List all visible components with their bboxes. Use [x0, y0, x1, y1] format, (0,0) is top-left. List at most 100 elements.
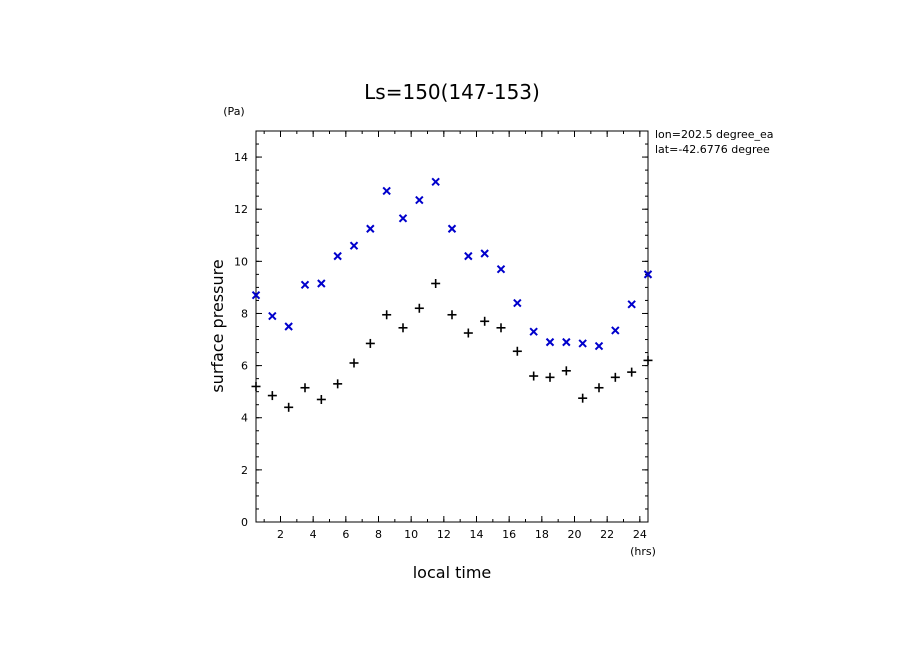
- y-tick-label: 4: [241, 412, 248, 425]
- x-marker-stroke: [382, 186, 391, 196]
- annotation-lon: lon=202.5 degree_ea: [655, 128, 774, 141]
- x-tick-label: 16: [502, 528, 516, 541]
- x-marker-stroke: [349, 241, 359, 250]
- x-marker: [513, 298, 522, 308]
- x-marker: [562, 337, 571, 347]
- x-marker-stroke: [251, 291, 261, 300]
- plus-marker: [333, 379, 343, 389]
- plus-marker: [398, 323, 408, 333]
- x-marker: [611, 326, 620, 335]
- y-tick-label: 10: [234, 255, 248, 268]
- plus-marker: [447, 310, 457, 320]
- plus-marker: [349, 358, 359, 368]
- plot-frame: [255, 130, 649, 523]
- x-marker-stroke: [464, 251, 473, 261]
- x-tick-label: 12: [437, 528, 451, 541]
- plus-marker: [496, 323, 506, 333]
- x-marker-stroke: [643, 270, 653, 279]
- plus-marker: [382, 310, 392, 320]
- plus-marker: [284, 402, 294, 412]
- annotation-lat: lat=-42.6776 degree: [655, 143, 770, 156]
- x-marker: [268, 311, 277, 321]
- y-tick-label: 6: [241, 360, 248, 373]
- x-marker: [251, 291, 261, 300]
- x-tick-label: 18: [535, 528, 549, 541]
- y-axis-label: surface pressure: [208, 259, 227, 392]
- plus-marker: [365, 338, 375, 348]
- x-marker-stroke: [611, 326, 620, 335]
- x-marker-stroke: [562, 337, 571, 347]
- x-marker: [627, 300, 636, 309]
- y-tick-label: 12: [234, 203, 248, 216]
- x-marker-stroke: [627, 300, 636, 309]
- plus-marker: [610, 372, 620, 382]
- plus-marker: [545, 372, 555, 382]
- x-tick-label: 20: [568, 528, 582, 541]
- x-marker-stroke: [578, 339, 587, 348]
- x-marker-stroke: [268, 311, 277, 321]
- x-marker-stroke: [431, 177, 440, 187]
- x-marker-stroke: [513, 298, 522, 308]
- x-marker: [300, 280, 310, 290]
- x-marker: [349, 241, 359, 250]
- x-marker: [317, 279, 326, 288]
- x-marker-stroke: [300, 280, 310, 290]
- plus-marker: [414, 303, 424, 313]
- x-marker: [382, 186, 391, 196]
- plus-marker: [300, 383, 310, 393]
- x-marker-stroke: [594, 341, 604, 351]
- plus-marker: [463, 328, 473, 338]
- y-tick-label: 8: [241, 307, 248, 320]
- x-marker: [333, 251, 342, 261]
- x-tick-label: 8: [375, 528, 382, 541]
- y-unit-label: (Pa): [223, 105, 244, 118]
- x-marker-stroke: [317, 279, 326, 288]
- x-marker: [366, 224, 375, 233]
- series-1: [251, 278, 653, 412]
- marks-layer: [251, 177, 653, 412]
- plus-marker: [578, 393, 588, 403]
- plus-marker: [529, 371, 539, 381]
- x-tick-label: 14: [470, 528, 484, 541]
- x-marker-stroke: [366, 224, 375, 233]
- x-marker-stroke: [529, 327, 538, 336]
- plus-marker: [643, 355, 653, 365]
- x-axis-label: local time: [413, 563, 492, 582]
- plus-marker: [267, 391, 277, 401]
- x-marker: [415, 195, 424, 205]
- x-marker: [431, 177, 440, 187]
- x-marker-stroke: [447, 224, 457, 233]
- chart-title: Ls=150(147-153): [364, 80, 540, 104]
- x-marker: [643, 270, 653, 279]
- x-marker: [480, 249, 489, 258]
- x-tick-label: 4: [310, 528, 317, 541]
- x-tick-label: 2: [277, 528, 284, 541]
- y-tick-label: 14: [234, 151, 248, 164]
- plus-marker: [316, 394, 326, 404]
- x-marker: [529, 327, 538, 336]
- plus-marker: [512, 346, 522, 356]
- y-tick-label: 2: [241, 464, 248, 477]
- plus-marker: [594, 383, 604, 393]
- x-marker-stroke: [480, 249, 489, 258]
- x-marker: [496, 264, 506, 274]
- plus-marker: [431, 278, 441, 288]
- x-marker: [464, 251, 473, 261]
- x-marker: [284, 322, 293, 331]
- x-marker-stroke: [333, 251, 342, 261]
- plus-marker: [561, 366, 571, 376]
- x-tick-label: 22: [600, 528, 614, 541]
- x-tick-label: 10: [404, 528, 418, 541]
- x-marker: [545, 337, 555, 347]
- x-marker-stroke: [545, 337, 555, 347]
- x-marker: [578, 339, 587, 348]
- x-marker: [594, 341, 604, 351]
- x-marker-stroke: [398, 214, 408, 223]
- plus-marker: [480, 316, 490, 326]
- x-tick-label: 6: [342, 528, 349, 541]
- x-unit-label: (hrs): [630, 545, 656, 558]
- x-marker-stroke: [415, 195, 424, 205]
- series-0: [251, 177, 653, 351]
